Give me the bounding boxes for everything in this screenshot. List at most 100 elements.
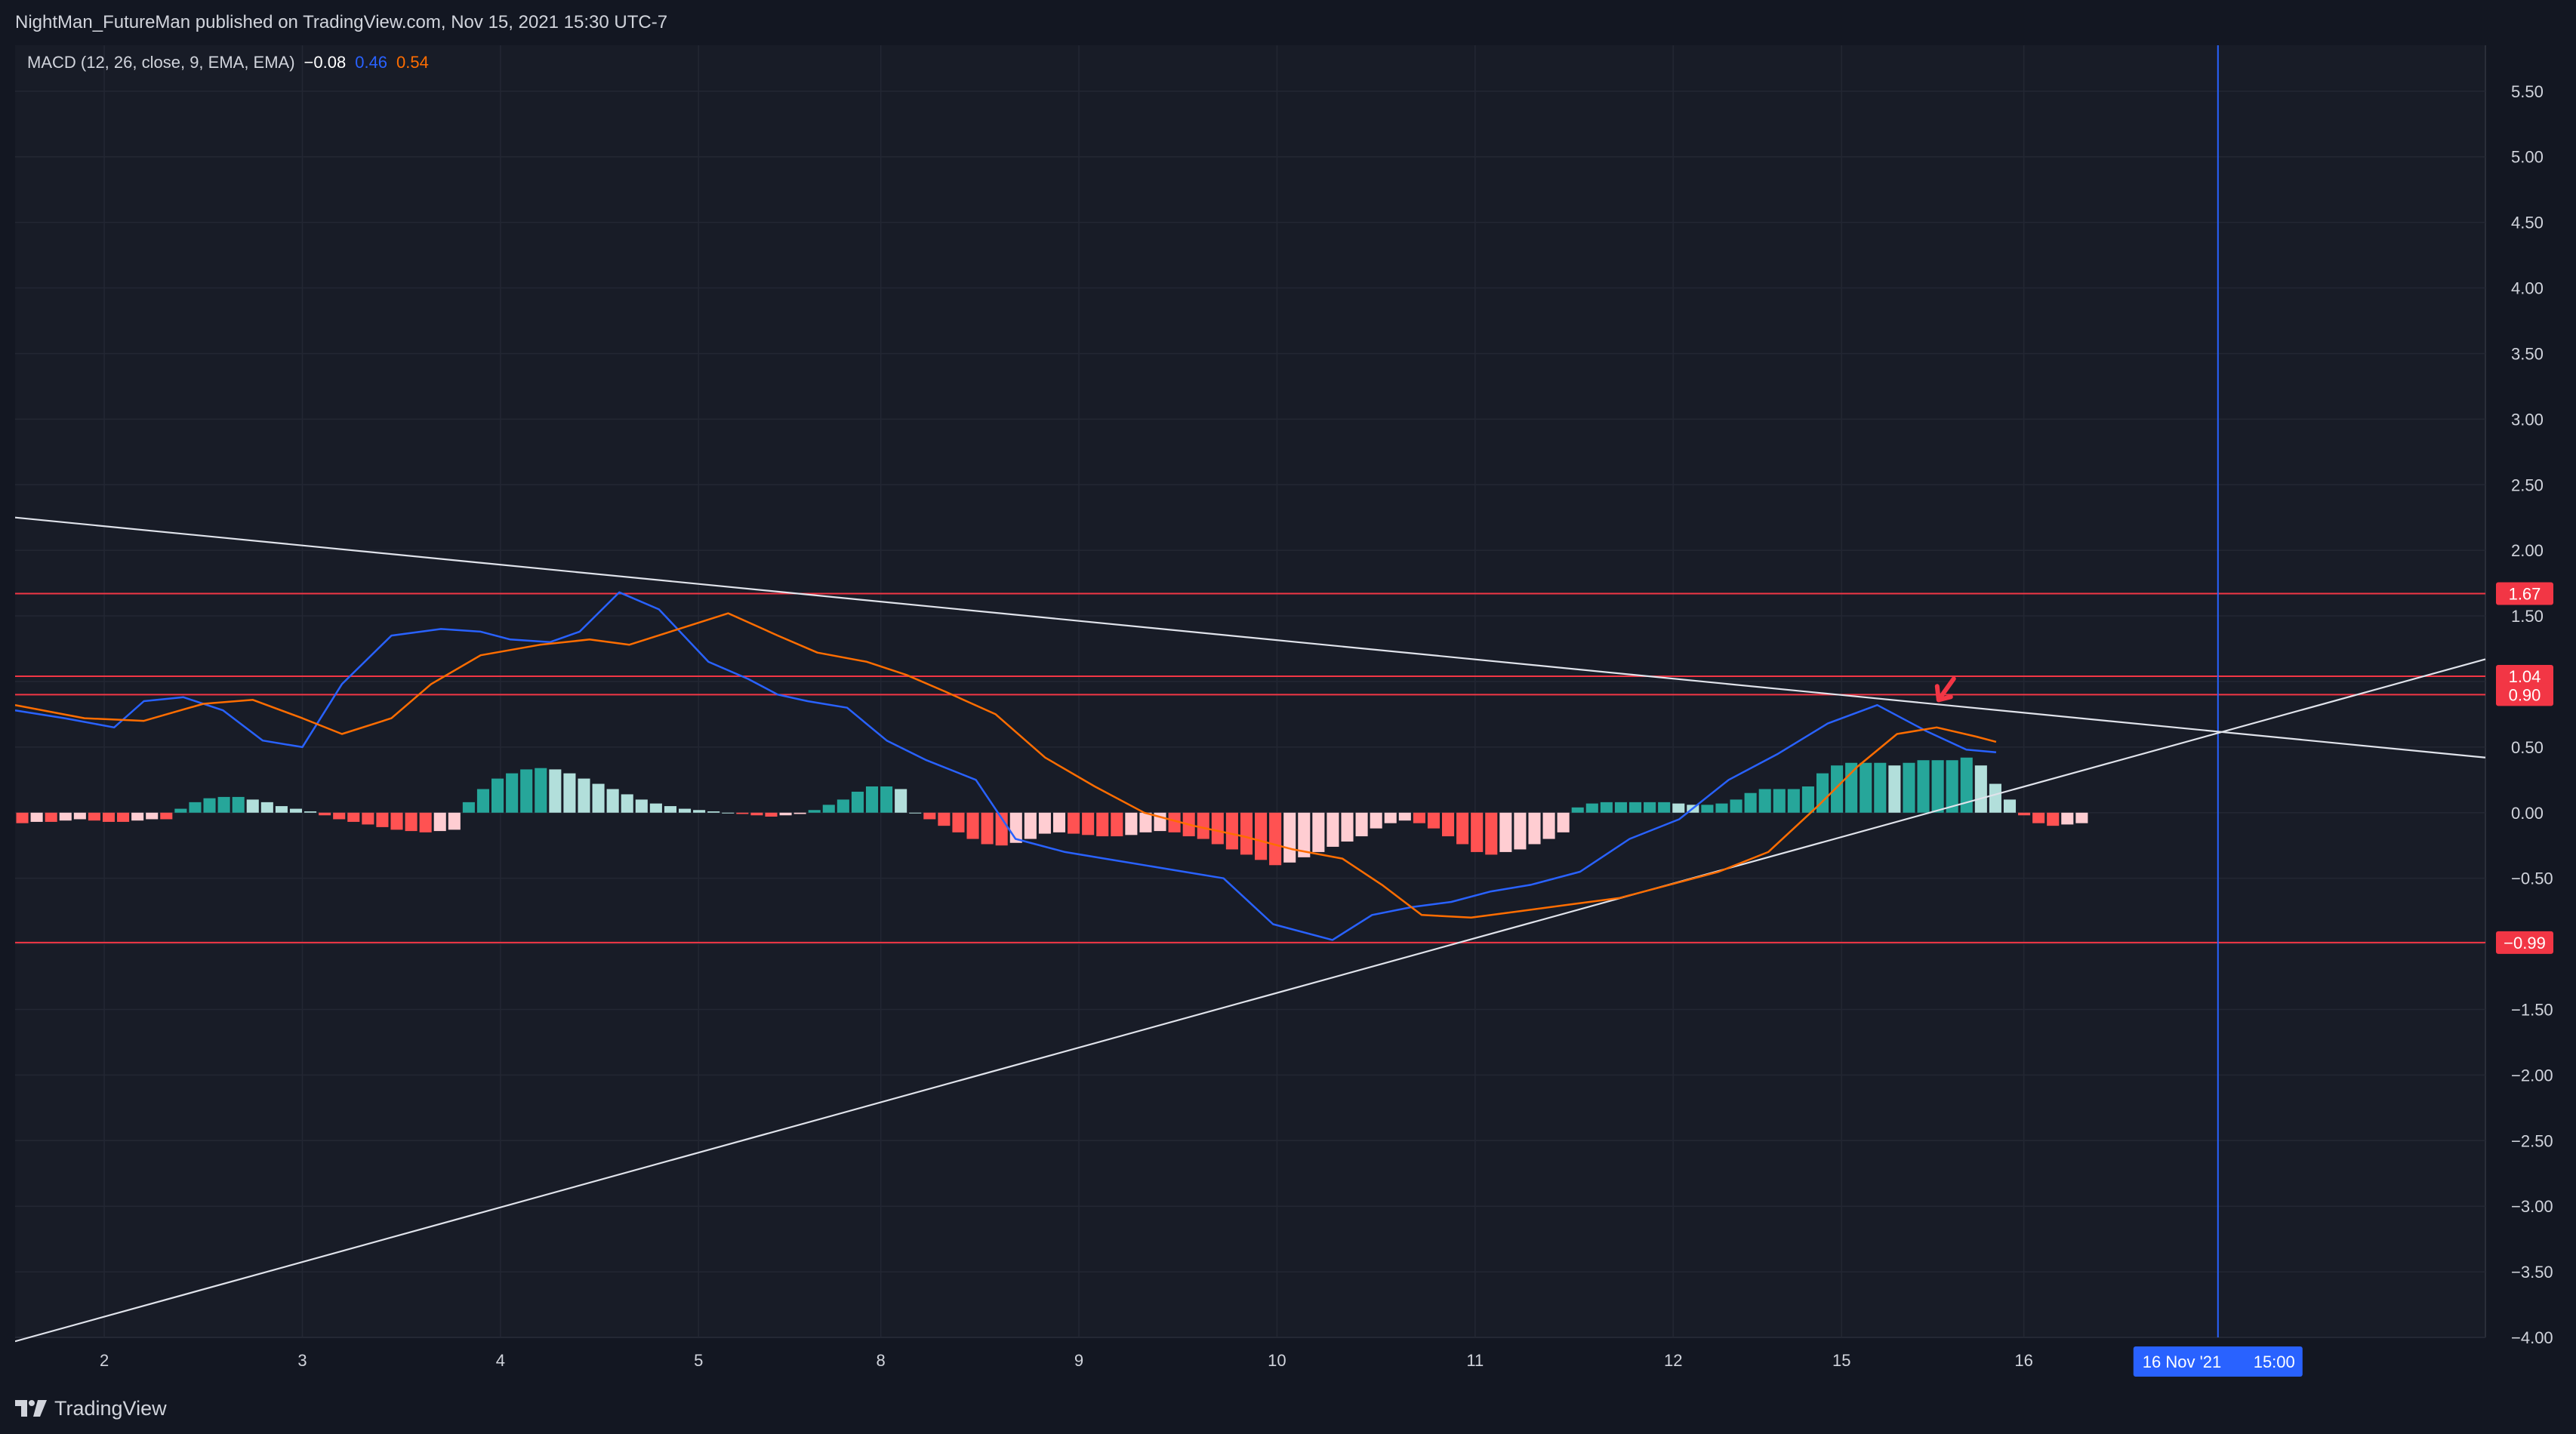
histogram-bar [1644, 802, 1656, 813]
x-tick-label: 11 [1466, 1351, 1484, 1370]
histogram-bar [1801, 786, 1814, 813]
histogram-bar [1528, 812, 1541, 845]
price-level-label: 1.04 [2509, 667, 2541, 686]
price-level-badge[interactable] [2496, 683, 2553, 706]
crosshair-time-badge [2133, 1346, 2303, 1377]
histogram-bar [189, 802, 202, 813]
histogram-bar [1485, 812, 1498, 855]
trendline[interactable] [15, 658, 2486, 1343]
histogram-bar [635, 799, 648, 813]
price-level-label: 0.90 [2509, 685, 2541, 704]
histogram-bar [146, 812, 159, 820]
histogram-bar [722, 812, 735, 814]
macd-chart[interactable]: 5.505.004.504.003.503.002.502.001.501.00… [15, 45, 2561, 1383]
histogram-bar [1240, 812, 1253, 855]
histogram-bar [102, 812, 116, 822]
price-level-badge[interactable] [2496, 931, 2553, 954]
histogram-bar [1773, 789, 1786, 813]
histogram-bar [1917, 760, 1930, 813]
histogram-bar [131, 812, 144, 821]
y-tick-label: 5.00 [2511, 148, 2544, 167]
tradingview-logo-icon [15, 1400, 47, 1417]
y-tick-label: −3.00 [2511, 1197, 2553, 1216]
y-tick-label: −4.00 [2511, 1328, 2553, 1347]
chart-pane[interactable]: 5.505.004.504.003.503.002.502.001.501.00… [15, 45, 2561, 1383]
histogram-bar [405, 812, 418, 832]
y-tick-label: 1.50 [2511, 607, 2544, 626]
histogram-bar [1542, 812, 1555, 839]
histogram-bar [232, 796, 245, 813]
crosshair-time-label: 15:00 [2254, 1352, 2295, 1371]
histogram-bar [1628, 802, 1642, 813]
indicator-legend[interactable]: MACD (12, 26, close, 9, EMA, EMA) −0.08 … [27, 53, 429, 72]
histogram-bar [1269, 812, 1282, 866]
signal-value: 0.54 [396, 53, 429, 72]
histogram-bar [88, 812, 100, 821]
histogram-bar [203, 798, 216, 813]
histogram-bar [621, 794, 633, 813]
histogram-bar [1946, 760, 1958, 813]
y-tick-label: 3.00 [2511, 410, 2544, 429]
histogram-bar [289, 808, 303, 813]
histogram-bar [952, 812, 965, 832]
histogram-bar [390, 812, 403, 830]
histogram-value: −0.08 [304, 53, 347, 72]
histogram-bar [1355, 812, 1368, 837]
macd-line [15, 591, 1997, 941]
indicator-label[interactable]: MACD (12, 26, close, 9, EMA, EMA) [27, 53, 295, 72]
histogram-bar [319, 812, 331, 816]
histogram-bar [1038, 812, 1051, 834]
histogram-bar [73, 812, 86, 820]
histogram-bar [491, 778, 504, 813]
histogram-bar [2018, 812, 2031, 816]
signal-line [15, 612, 1997, 919]
histogram-bar [1888, 765, 1901, 813]
histogram-bar [1931, 760, 1944, 813]
price-level-badge[interactable] [2496, 582, 2553, 605]
histogram-bar [1499, 812, 1512, 852]
histogram-bar [1585, 803, 1598, 813]
histogram-bar [1744, 792, 1757, 813]
price-axis-background[interactable] [2485, 45, 2561, 1383]
histogram-bar [707, 811, 720, 813]
y-tick-label: 3.50 [2511, 344, 2544, 363]
histogram-bar [1139, 812, 1152, 832]
histogram-bar [1298, 812, 1311, 857]
histogram-bar [1614, 802, 1627, 813]
histogram-bar [1197, 812, 1209, 839]
y-tick-label: 5.50 [2511, 82, 2544, 101]
x-tick-label: 9 [1074, 1351, 1083, 1370]
histogram-bar [1874, 762, 1887, 813]
histogram-bar [1960, 757, 1973, 813]
y-tick-label: 4.50 [2511, 214, 2544, 232]
y-tick-label: −1.50 [2511, 1000, 2553, 1019]
tradingview-logo[interactable]: TradingView [15, 1397, 167, 1420]
annotation-arrow-head [1934, 684, 1953, 703]
histogram-bar [1730, 799, 1742, 813]
y-tick-label: 0.50 [2511, 738, 2544, 757]
histogram-bar [865, 786, 879, 813]
histogram-bar [30, 812, 43, 822]
trendline[interactable] [15, 516, 2486, 759]
histogram-bar [923, 812, 936, 820]
histogram-bar [362, 812, 374, 825]
x-tick-label: 8 [877, 1351, 886, 1370]
histogram-bar [2032, 812, 2045, 823]
histogram-bar [1758, 789, 1771, 813]
price-level-badge[interactable] [2496, 665, 2553, 688]
histogram-bar [1701, 805, 1714, 813]
x-tick-label: 2 [100, 1351, 109, 1370]
histogram-bar [1168, 812, 1181, 832]
histogram-bar [736, 812, 749, 814]
x-tick-label: 12 [1664, 1351, 1682, 1370]
histogram-bar [246, 799, 259, 813]
histogram-bar [1989, 783, 2001, 813]
histogram-bar [808, 810, 821, 813]
histogram-bar [2003, 799, 2017, 813]
histogram-bar [750, 812, 763, 816]
histogram-bar [476, 789, 489, 813]
y-tick-label: 4.00 [2511, 279, 2544, 298]
histogram-bar [1384, 812, 1397, 823]
histogram-bar [1211, 812, 1224, 845]
histogram-bar [1370, 812, 1382, 829]
